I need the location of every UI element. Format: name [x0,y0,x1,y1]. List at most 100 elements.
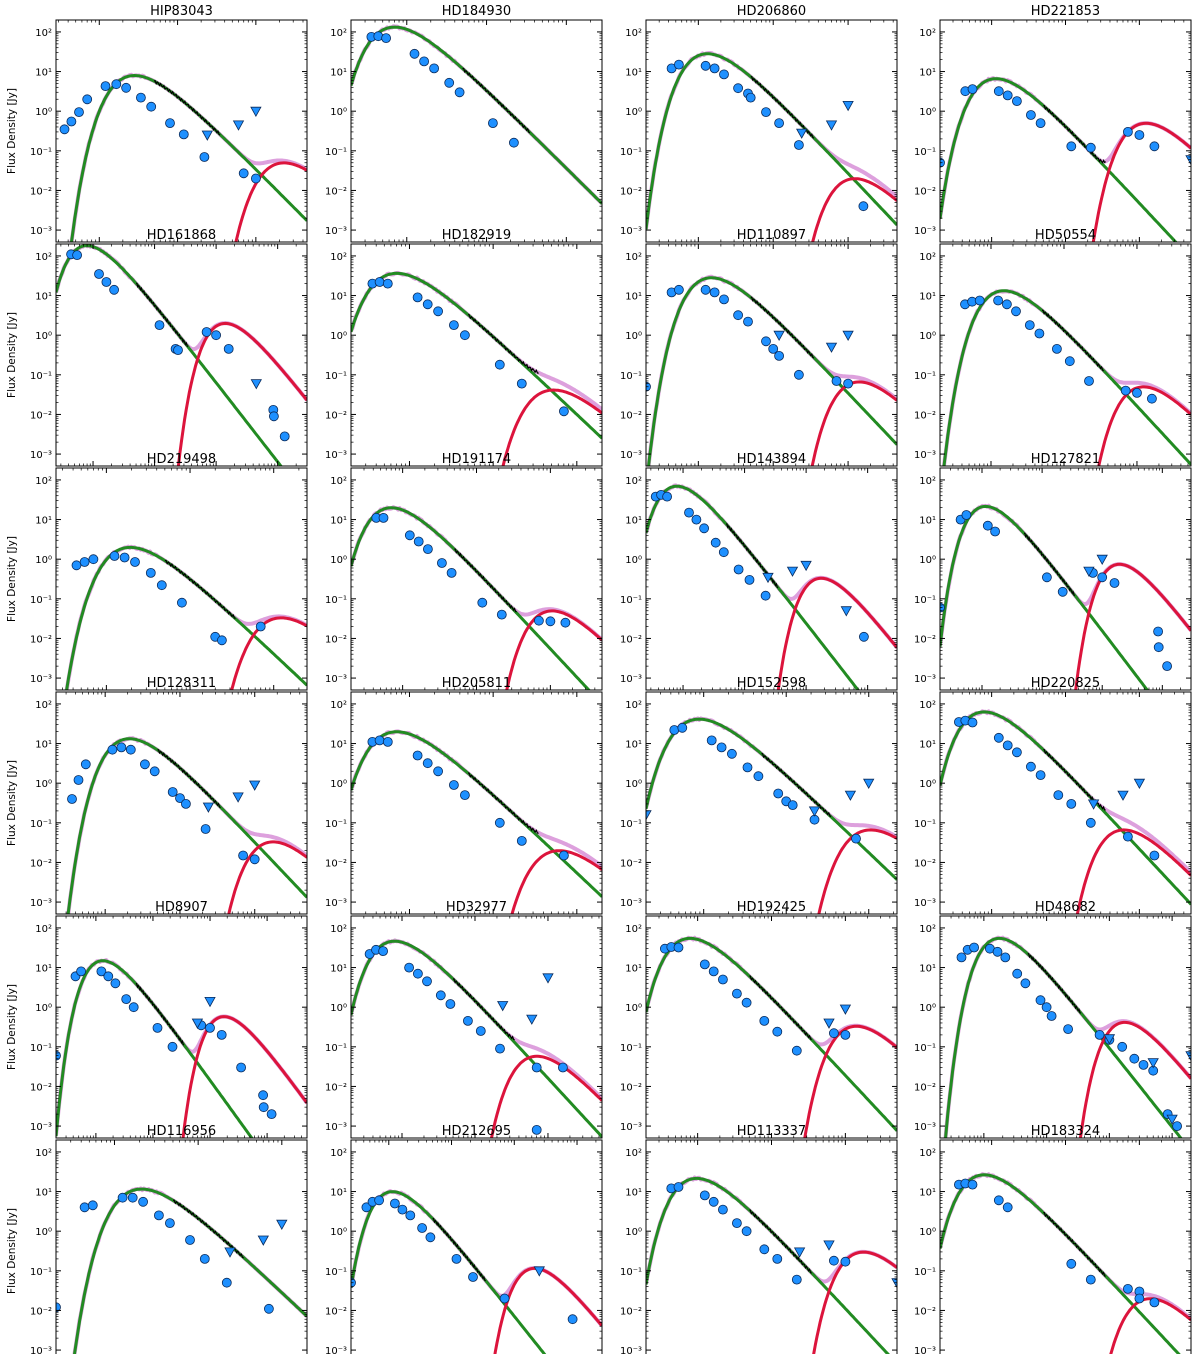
upper-limit-marker [232,792,244,803]
spectrum-line [136,282,189,348]
disk-line [812,1250,897,1354]
photometry-point [1041,1002,1052,1013]
photometry-point [774,118,784,128]
photometry-point [152,1023,163,1033]
photometry-point [409,48,420,59]
y-tick-label: 10⁰ [919,779,936,790]
upper-limit-marker [808,806,821,817]
photometry-point [268,411,279,422]
disk-line [181,1015,307,1138]
sed-panel-hd113337: HD11333710⁻³10⁻²10⁻¹10⁰10¹10²10⁰10¹10²Wa… [620,1124,898,1354]
photometry-point [1034,328,1045,339]
photometry-point [1035,118,1046,128]
photometry-point [719,294,729,305]
y-tick-label: 10⁰ [330,331,347,342]
y-tick-label: 10⁻² [30,858,52,869]
y-tick-label: 10⁻² [914,186,936,197]
panel-title: HD212695 [442,1124,511,1139]
upper-limit-marker [1117,790,1129,801]
y-tick-label: 10⁻³ [30,1122,52,1133]
y-tick-label: 10⁰ [919,107,936,118]
axes-frame [645,467,898,691]
upper-limit-marker [533,1266,545,1277]
plot-area [940,468,1191,690]
panel-title: HD113337 [737,1124,806,1139]
photometry-point [1129,1053,1140,1064]
y-tick-label: 10² [919,924,936,935]
photometry-point [382,737,393,747]
y-tick-label: 10⁻³ [30,898,52,909]
photometry-point [733,310,743,321]
model-curves [351,729,602,914]
photometry-point [56,1302,61,1313]
photometry-point [459,330,470,341]
y-tick-label: 10⁰ [330,779,347,790]
y-tick-label: 10¹ [35,68,52,79]
upper-limit-marker [250,379,262,390]
photometry-point [831,376,842,386]
y-tick-label: 10¹ [625,292,642,303]
disk-line [227,840,307,914]
spectrum-line [1043,1212,1106,1277]
photometry-point [477,597,488,608]
photometry-point [266,1109,277,1119]
model-curves [56,1186,307,1354]
y-tick-label: 10⁻² [325,186,347,197]
y-tick-label: 10⁻² [914,410,936,421]
model-curves [351,1189,602,1354]
photometry-point [733,564,744,575]
sed-panel-hd116956: HD11695610⁻³10⁻²10⁻¹10⁰10¹10²10⁰10¹10²Fl… [6,1124,308,1354]
photometry-point [499,1293,510,1304]
y-axis-label: Flux Density [Jy] [6,536,18,622]
upper-limit-marker [542,973,554,984]
panel-title: HD219498 [147,452,216,467]
y-tick-label: 10² [919,700,936,711]
photometry-point [110,978,121,989]
photometry-point [559,406,569,417]
photometry-point [433,306,444,317]
photometry-point [709,63,720,74]
y-tick-label: 10² [330,924,347,935]
photometry-point [412,968,423,979]
photometry-point [94,269,104,279]
upper-limit-marker [1147,1058,1159,1069]
photometry-point [1132,387,1142,398]
photometry-point [1134,130,1145,140]
model-curves [646,935,897,1138]
photometry-point [258,1102,269,1113]
y-tick-label: 10⁻³ [620,450,642,461]
photometry-point [255,621,266,632]
model-curves [64,544,307,690]
plot-area [351,692,602,914]
photometry-point [100,81,111,91]
y-tick-label: 10⁻² [620,634,642,645]
panel-title: HD191174 [442,452,511,467]
axes-frame [645,19,898,243]
photometry-point [741,997,752,1008]
photometry-point [1149,850,1160,861]
photometry-point [494,359,505,370]
photometry-point [389,1198,400,1209]
photometry-point [87,1200,98,1211]
photometry-point [1172,1121,1182,1131]
upper-limit-marker [224,1247,236,1258]
y-tick-label: 10⁻¹ [914,1043,936,1054]
photometry-point [429,63,440,74]
photometry-point [1026,110,1036,120]
y-tick-label: 10¹ [919,740,936,751]
model-curves [940,76,1191,242]
spectrum-line [462,67,531,134]
disk-line [501,388,602,466]
upper-limit-marker [257,1235,269,1246]
y-tick-label: 10⁻³ [620,674,642,685]
axes-frame [350,1139,603,1354]
disk-line [1097,385,1191,466]
spectrum-line [157,749,221,809]
model-curves [941,289,1191,466]
panel-title: HD116956 [147,1124,216,1139]
photometry-point [993,86,1004,97]
y-tick-label: 10⁻² [914,858,936,869]
